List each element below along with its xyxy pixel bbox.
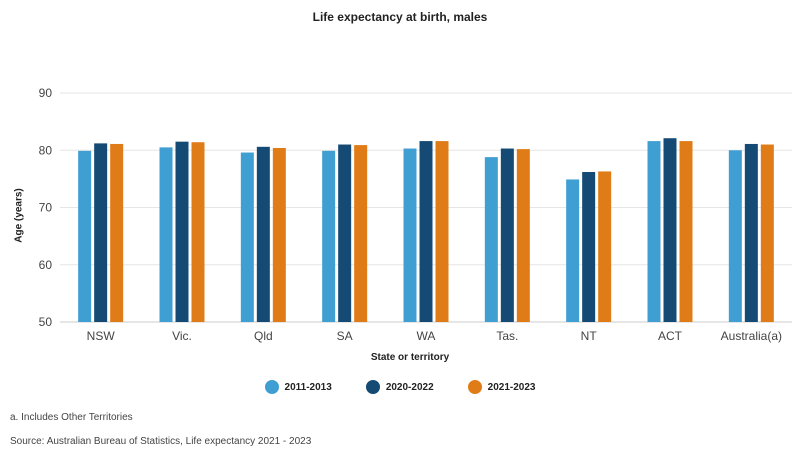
bar-2011-2013-Tas.: [484, 157, 498, 322]
bar-2020-2022-Tas.: [500, 148, 514, 322]
x-tick-label: SA: [337, 329, 353, 343]
x-tick-label: NT: [581, 329, 598, 343]
legend-item[interactable]: 2011-2013: [264, 380, 332, 394]
bar-2020-2022-ACT: [663, 138, 677, 322]
bar-chart: 50 60 70 80 90 NSW Vic. Qld SA WA Tas. NT ACT Austral…: [39, 86, 792, 343]
x-tick-label: WA: [417, 329, 436, 343]
bar-2011-2013-ACT: [647, 141, 661, 322]
x-tick-label: Australia(a): [721, 329, 782, 343]
chart-title: Life expectancy at birth, males: [312, 10, 488, 24]
legend-swatch: [467, 380, 482, 394]
x-axis-label: State or territory: [370, 352, 450, 363]
bar-2011-2013-WA: [403, 148, 417, 322]
source-note: Source: Australian Bureau of Statistics,…: [10, 436, 312, 447]
bar-2020-2022-SA: [338, 144, 352, 322]
bar-2021-2023-WA: [435, 141, 449, 322]
legend-item[interactable]: 2020-2022: [365, 380, 434, 394]
bar-2021-2023-SA: [354, 145, 368, 322]
legend-swatch: [365, 380, 380, 394]
bar-2020-2022-Australia(a): [744, 143, 758, 322]
bar-2021-2023-Australia(a): [760, 144, 774, 322]
bar-2021-2023-NT: [598, 171, 612, 322]
x-tick-label: ACT: [658, 329, 683, 343]
footnote: a. Includes Other Territories: [10, 412, 133, 423]
y-tick-label: 70: [39, 201, 53, 215]
bar-2020-2022-NT: [582, 172, 596, 322]
bar-2011-2013-Vic.: [159, 147, 173, 322]
bar-2021-2023-Vic.: [191, 142, 205, 322]
bar-2020-2022-NSW: [94, 143, 108, 322]
legend-label: 2021-2023: [487, 381, 536, 393]
bar-2021-2023-Tas.: [516, 149, 530, 322]
bar-2020-2022-Qld: [256, 146, 270, 322]
bar-2011-2013-SA: [322, 150, 336, 322]
x-tick-label: Tas.: [496, 329, 518, 343]
bar-2011-2013-NSW: [78, 150, 92, 322]
bar-2021-2023-ACT: [679, 141, 693, 322]
y-tick-label: 90: [39, 86, 53, 100]
bar-2011-2013-Qld: [240, 152, 254, 322]
y-tick-label: 50: [39, 315, 53, 329]
bar-2020-2022-Vic.: [175, 141, 189, 322]
bar-2011-2013-Australia(a): [728, 150, 742, 322]
legend-item[interactable]: 2021-2023: [467, 380, 536, 394]
legend-label: 2011-2013: [284, 381, 332, 393]
bar-2011-2013-NT: [566, 179, 580, 322]
x-tick-label: Qld: [254, 329, 273, 343]
y-tick-label: 60: [39, 258, 53, 272]
bar-2021-2023-NSW: [110, 143, 124, 322]
legend-swatch: [264, 380, 279, 394]
x-tick-label: Vic.: [172, 329, 192, 343]
x-tick-label: NSW: [87, 329, 116, 343]
y-tick-label: 80: [39, 143, 53, 157]
bar-2021-2023-Qld: [272, 147, 286, 322]
legend: 2011-2013 2020-2022 2021-2023: [0, 380, 800, 394]
legend-label: 2020-2022: [385, 381, 434, 393]
bar-2020-2022-WA: [419, 141, 433, 322]
